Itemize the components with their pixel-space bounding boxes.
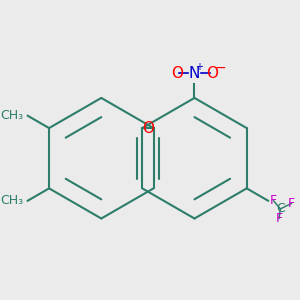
Text: C: C: [276, 202, 285, 215]
Text: CH₃: CH₃: [1, 194, 24, 207]
Text: O: O: [142, 121, 154, 136]
Text: F: F: [275, 212, 283, 225]
Text: F: F: [270, 194, 277, 207]
Text: F: F: [288, 197, 295, 210]
Text: CH₃: CH₃: [1, 109, 24, 122]
Text: N: N: [189, 66, 200, 81]
Text: −: −: [215, 61, 226, 75]
Text: O: O: [206, 66, 218, 81]
Text: +: +: [195, 62, 203, 72]
Text: O: O: [171, 66, 183, 81]
